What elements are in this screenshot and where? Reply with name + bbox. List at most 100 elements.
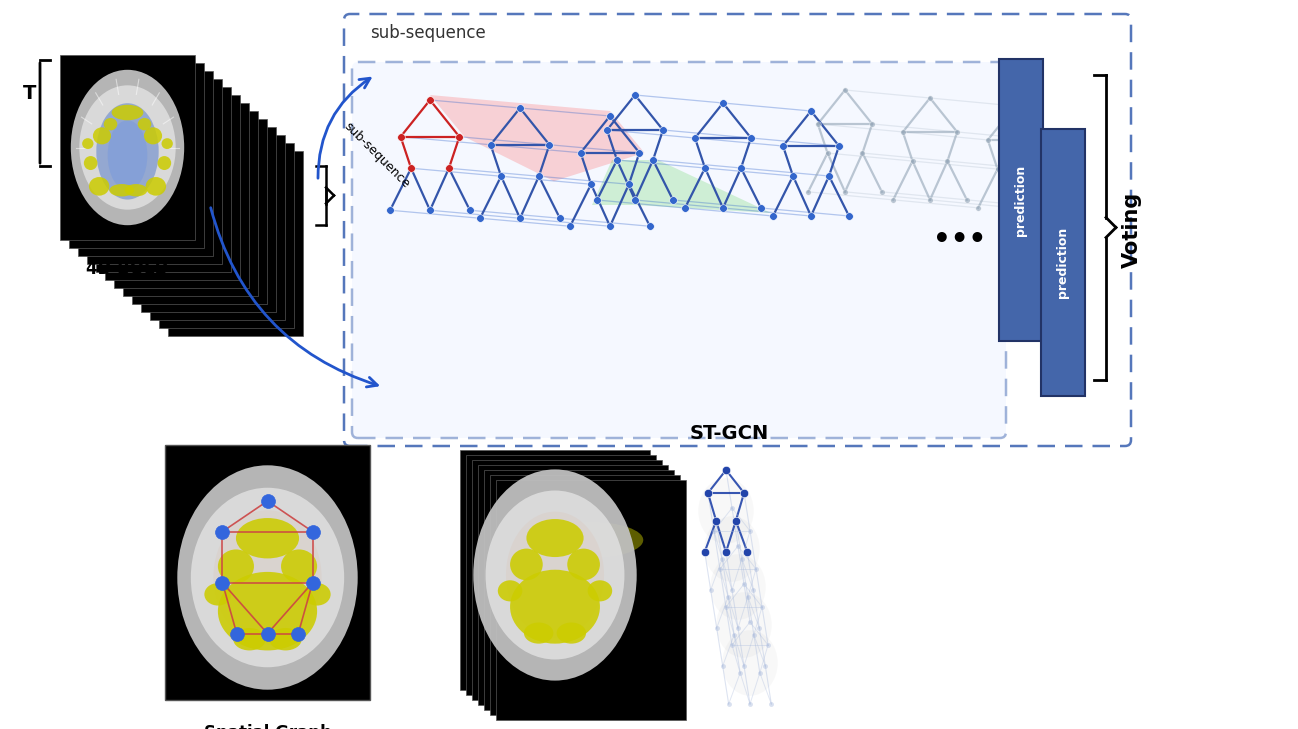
Ellipse shape [236,518,299,558]
Ellipse shape [197,257,238,279]
Bar [114,103,249,288]
Ellipse shape [125,184,148,196]
Ellipse shape [108,120,148,190]
Bar [466,455,655,695]
Text: T: T [23,84,36,103]
Ellipse shape [188,249,228,271]
Ellipse shape [282,550,317,583]
Bar [167,151,302,336]
Ellipse shape [532,517,637,553]
Ellipse shape [506,512,604,639]
Ellipse shape [234,628,266,650]
Ellipse shape [125,193,166,215]
Text: sub-sequence: sub-sequence [370,24,485,42]
Ellipse shape [588,580,613,601]
Ellipse shape [145,177,166,195]
Bar [484,470,674,710]
Ellipse shape [112,105,143,120]
Ellipse shape [179,241,219,263]
Bar [165,445,370,700]
FancyArrowPatch shape [210,208,378,387]
Ellipse shape [93,128,112,144]
Ellipse shape [705,516,759,582]
Ellipse shape [527,512,631,548]
Ellipse shape [510,570,600,644]
Ellipse shape [520,507,626,543]
Bar [105,95,240,280]
Ellipse shape [722,630,778,695]
Polygon shape [430,95,644,182]
Ellipse shape [96,104,158,200]
Ellipse shape [144,128,162,144]
Text: ST-GCN: ST-GCN [689,424,768,443]
Ellipse shape [82,139,93,149]
Ellipse shape [84,156,97,170]
Bar [472,460,662,700]
Bar [123,111,258,296]
Ellipse shape [71,70,184,225]
Ellipse shape [515,502,619,538]
Ellipse shape [710,554,766,620]
Ellipse shape [498,580,522,601]
Ellipse shape [510,549,543,580]
FancyBboxPatch shape [352,62,1006,438]
Ellipse shape [567,549,600,580]
Ellipse shape [117,185,157,207]
Ellipse shape [104,118,117,130]
Bar [478,465,668,705]
Bar [459,450,650,690]
Ellipse shape [213,510,322,645]
Ellipse shape [269,628,301,650]
Bar [496,480,687,720]
Ellipse shape [161,225,201,247]
Ellipse shape [539,522,644,558]
Text: Spatial Graph: Spatial Graph [204,724,331,729]
Ellipse shape [716,592,772,658]
Ellipse shape [698,478,754,544]
Ellipse shape [218,572,317,650]
Ellipse shape [215,273,256,295]
Ellipse shape [206,265,247,287]
Text: •••: ••• [933,226,986,254]
FancyArrowPatch shape [318,78,370,178]
Ellipse shape [218,550,254,583]
Ellipse shape [109,184,134,196]
Ellipse shape [170,233,210,255]
Text: prediction: prediction [1015,164,1028,235]
Ellipse shape [509,497,613,533]
Bar [78,71,213,256]
Text: 4D BOLD: 4D BOLD [86,260,169,278]
Text: prediction: prediction [1057,227,1070,298]
Bar [491,475,680,715]
FancyBboxPatch shape [999,59,1044,341]
Text: Voting: Voting [1121,192,1142,268]
Ellipse shape [152,217,192,239]
Ellipse shape [161,139,173,149]
Ellipse shape [191,488,344,667]
Bar [158,143,295,328]
Bar [87,79,222,264]
Ellipse shape [304,583,331,606]
Ellipse shape [138,118,152,130]
Ellipse shape [557,623,585,644]
Ellipse shape [178,465,358,690]
Polygon shape [592,160,771,213]
Bar [96,87,231,272]
Ellipse shape [527,519,584,557]
Ellipse shape [143,209,184,231]
Bar [69,63,204,248]
Ellipse shape [485,491,624,660]
Bar [132,119,267,304]
Bar [60,55,195,240]
Text: sub-sequence: sub-sequence [341,120,411,191]
FancyBboxPatch shape [1041,129,1085,396]
Bar [151,135,286,320]
Ellipse shape [134,201,175,223]
Ellipse shape [204,583,231,606]
Ellipse shape [90,177,109,195]
Ellipse shape [79,85,175,210]
Ellipse shape [474,469,637,681]
Bar [141,127,276,312]
Ellipse shape [524,623,553,644]
Ellipse shape [157,156,171,170]
